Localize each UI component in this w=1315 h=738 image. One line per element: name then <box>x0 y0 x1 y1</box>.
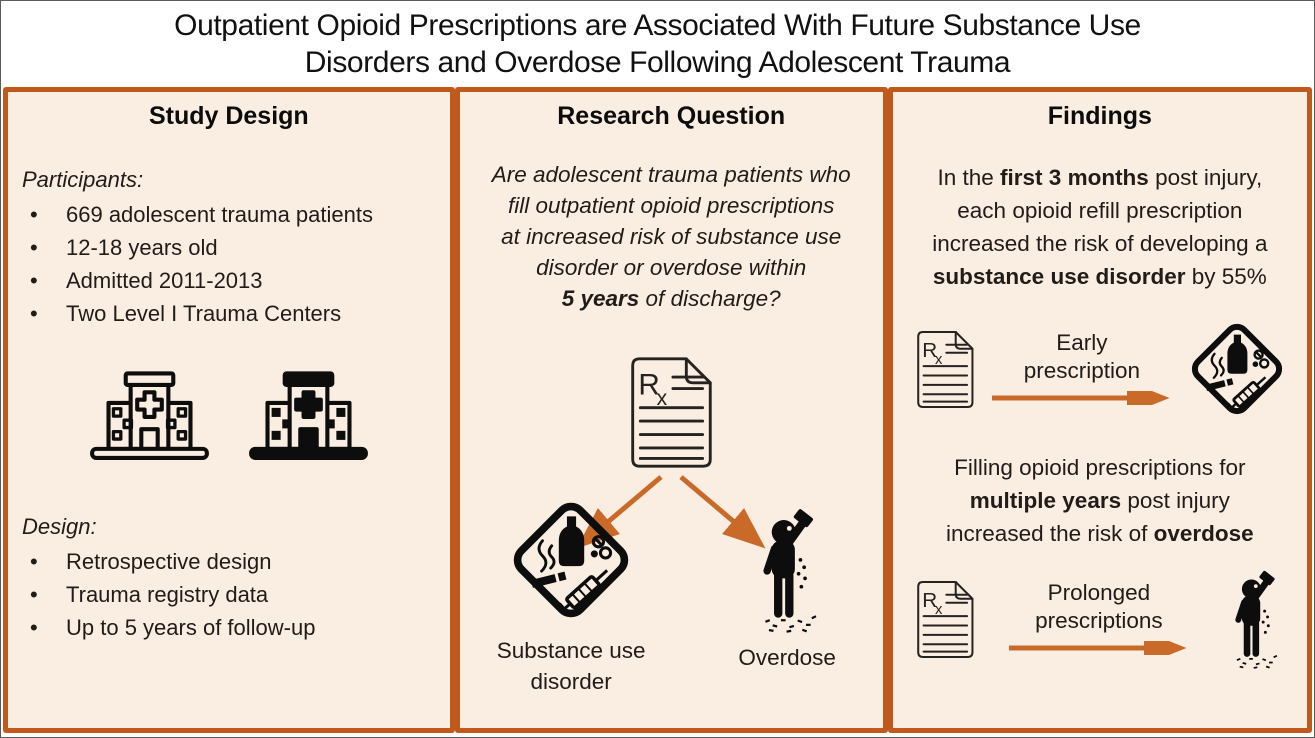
list-item: Up to 5 years of follow-up <box>8 611 450 644</box>
branch-arrows-icon <box>576 475 766 549</box>
research-question-illustration: Substance use disorder Overdose <box>460 322 883 714</box>
overdose-person-icon <box>743 508 831 633</box>
arrow-right-icon <box>992 380 1170 415</box>
research-question-text: Are adolescent trauma patients who fill o… <box>491 162 851 311</box>
study-design-heading: Study Design <box>148 102 309 130</box>
page-title: Outpatient Opioid Prescriptions are Asso… <box>1 1 1314 87</box>
design-list: Retrospective design Trauma registry dat… <box>8 545 450 644</box>
trauma-centers-illustration <box>8 362 450 462</box>
substance-use-label: Substance use disorder <box>496 638 646 694</box>
list-item: Retrospective design <box>8 545 450 578</box>
findings-heading: Findings <box>1047 102 1152 130</box>
finding-2-text: Filling opioid prescriptions for multiple… <box>946 455 1254 546</box>
overdose-outcome: Overdose <box>710 508 865 673</box>
rx-prescription-icon <box>916 581 974 658</box>
early-prescription-mid: Early prescription <box>979 329 1185 415</box>
finding-1-text: In the first 3 months post injury, each o… <box>932 165 1268 289</box>
list-item: Admitted 2011-2013 <box>8 264 450 297</box>
hospital-filled-icon <box>247 362 370 462</box>
page-title-line2: Disorders and Overdose Following Adolesc… <box>304 46 1011 79</box>
list-item: Trauma registry data <box>8 578 450 611</box>
early-prescription-row: Early prescription <box>893 317 1307 421</box>
substance-use-warning-icon <box>1185 317 1289 421</box>
arrow-right-icon <box>1009 631 1187 665</box>
findings-panel: Findings In the first 3 months post inju… <box>887 87 1312 733</box>
substance-use-outcome: Substance use disorder <box>474 494 669 697</box>
research-question-heading: Research Question <box>557 102 786 130</box>
page-title-line1: Outpatient Opioid Prescriptions are Asso… <box>174 9 1141 42</box>
research-question-panel: Research Question Are adolescent trauma … <box>454 87 888 733</box>
prolonged-prescription-label: Prolonged prescriptions <box>1035 580 1163 633</box>
overdose-person-icon <box>1219 570 1289 669</box>
study-design-panel: Study Design Participants: 669 adolescen… <box>3 87 455 733</box>
hospital-outline-icon <box>88 362 211 462</box>
list-item: 669 adolescent trauma patients <box>8 198 450 231</box>
prolonged-prescription-row: Prolonged prescriptions <box>893 570 1307 669</box>
prolonged-prescription-mid: Prolonged prescriptions <box>979 579 1219 665</box>
list-item: Two Level I Trauma Centers <box>8 297 450 330</box>
rx-prescription-icon <box>631 357 712 468</box>
overdose-label: Overdose <box>738 645 836 670</box>
participants-list: 669 adolescent trauma patients 12-18 yea… <box>8 198 450 330</box>
design-label: Design: <box>22 514 97 539</box>
participants-label: Participants: <box>22 167 144 192</box>
substance-use-warning-icon <box>505 494 637 626</box>
rx-prescription-icon <box>916 330 974 408</box>
panels-row: Study Design Participants: 669 adolescen… <box>1 87 1314 735</box>
early-prescription-label: Early prescription <box>1023 329 1141 383</box>
list-item: 12-18 years old <box>8 231 450 264</box>
